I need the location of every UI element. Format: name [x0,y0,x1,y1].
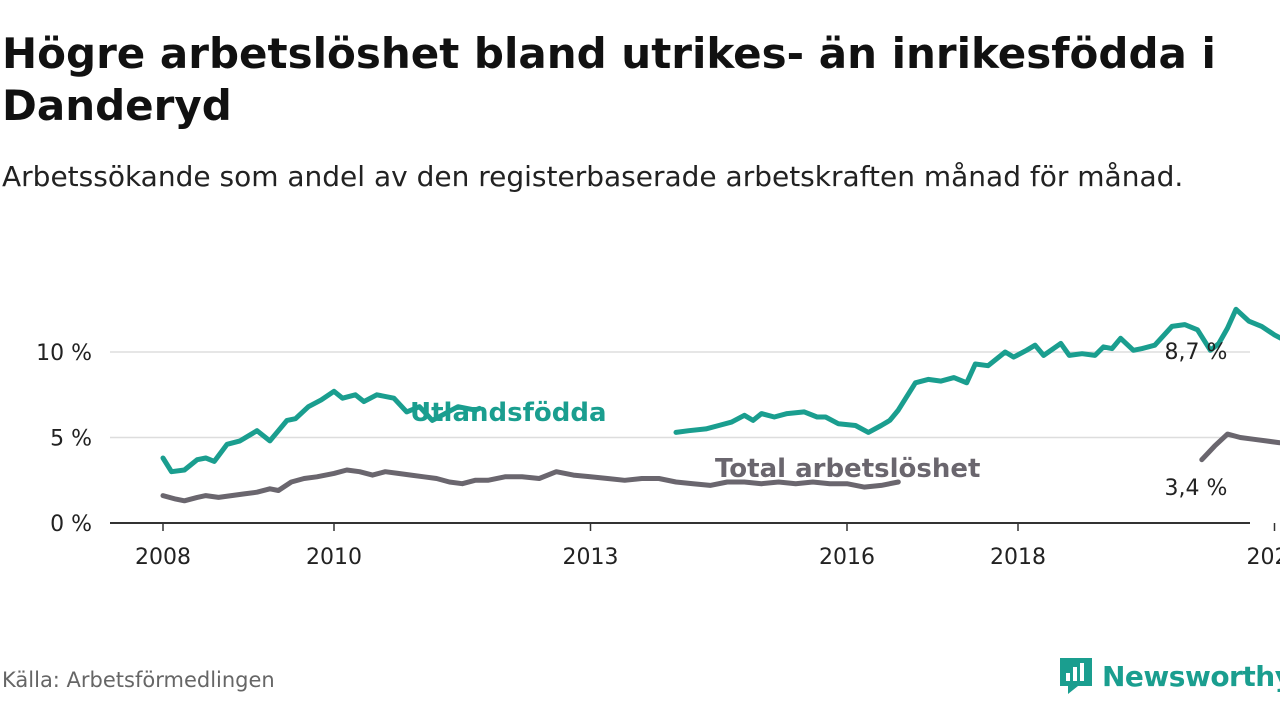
series-line-total [160,431,1280,504]
chart-title: Högre arbetslöshet bland utrikes- än inr… [2,29,1216,130]
labels: 0 %5 %10 %20082010201320162018202120238,… [36,340,1280,570]
source-note: Källa: Arbetsförmedlingen [2,668,275,692]
series-name-label: Utlandsfödda [410,398,607,428]
x-tick-label: 2021 [1247,545,1280,570]
x-tick-label: 2013 [563,545,619,570]
chart-subtitle: Arbetssökande som andel av den registerb… [2,160,1184,193]
series-end-label: 3,4 % [1165,476,1228,501]
series-line-utlandsfodda [160,306,1280,475]
x-tick-label: 2016 [819,545,875,570]
series-end-label: 8,7 % [1165,340,1228,365]
x-axis [110,522,1276,531]
newsworthy-logo-icon [1060,658,1092,694]
gridlines [110,351,1250,439]
y-tick-label: 0 % [50,512,92,537]
y-tick-label: 5 % [50,427,92,452]
y-tick-label: 10 % [36,341,92,366]
brand-logo: Newsworthy [1058,652,1280,700]
x-tick-label: 2010 [306,545,362,570]
series-lines [160,306,1280,504]
brand-name: Newsworthy [1102,659,1280,693]
series-name-label: Total arbetslöshet [715,454,980,484]
x-tick-label: 2018 [990,545,1046,570]
x-tick-label: 2008 [135,545,191,570]
